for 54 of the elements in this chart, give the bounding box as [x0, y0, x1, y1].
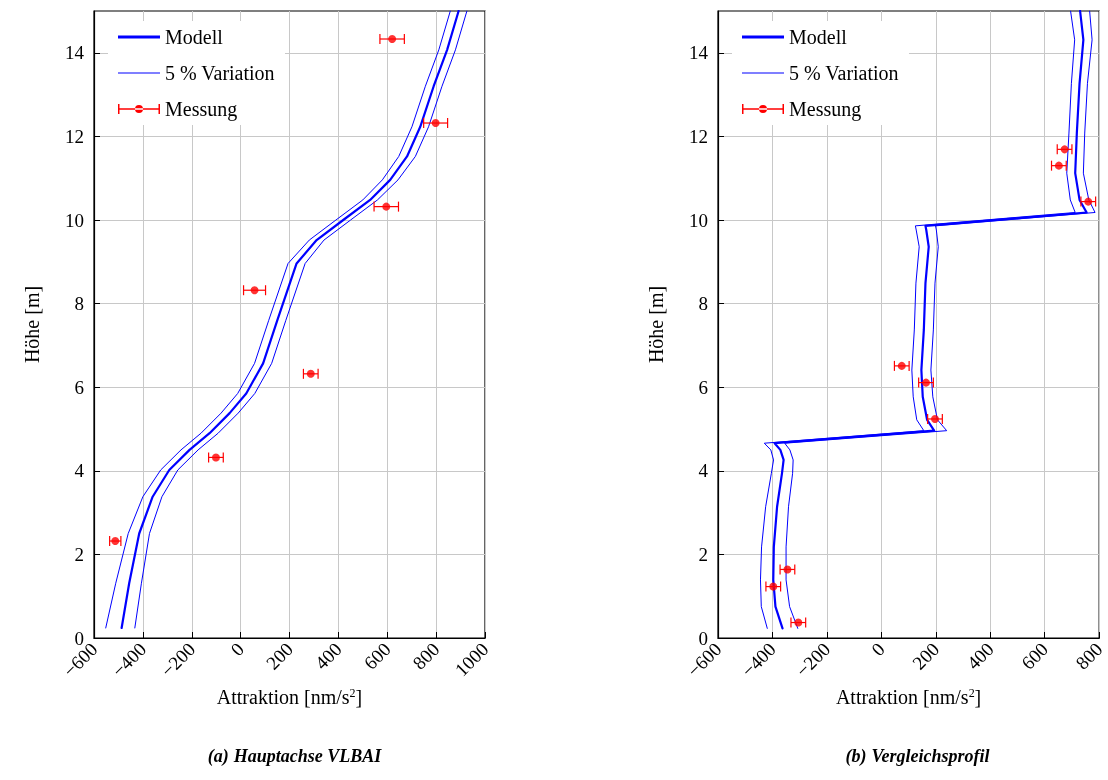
y-tick-label: 4: [74, 460, 85, 482]
x-tick-label: 800: [408, 638, 444, 674]
legend-label: 5 % Variation: [165, 62, 275, 84]
y-tick-label: 10: [65, 209, 84, 231]
point: [769, 582, 778, 591]
point: [211, 453, 220, 462]
x-tick-label: 200: [261, 638, 297, 674]
y-tick-label: 2: [74, 543, 84, 565]
legend-label: Modell: [165, 26, 224, 48]
x-tick-label: −200: [156, 638, 200, 682]
point: [1084, 197, 1093, 206]
x-tick-label: −400: [107, 638, 151, 682]
x-tick-label: 600: [359, 638, 395, 674]
y-tick-label: 6: [698, 376, 708, 398]
point: [922, 378, 931, 387]
legend-label: Modell: [789, 26, 848, 48]
point: [250, 286, 259, 295]
x-tick-label: 400: [962, 638, 998, 674]
text: (b) Vergleichsprofil: [845, 746, 990, 767]
legend-label: Messung: [165, 98, 238, 121]
point: [382, 202, 391, 211]
text: (a) Hauptachse VLBAI: [207, 746, 383, 767]
legend-label: 5 % Variation: [789, 62, 899, 84]
x-tick-label: 800: [1071, 638, 1107, 674]
x-tick-label: 200: [908, 638, 944, 674]
point: [931, 414, 939, 423]
y-tick-label: 12: [689, 125, 708, 147]
point: [1054, 161, 1063, 170]
point: [897, 361, 906, 370]
x-tick-label: 0: [226, 638, 249, 661]
y-tick-label: 6: [74, 376, 84, 398]
point: [794, 618, 803, 627]
point: [306, 369, 315, 378]
y-tick-label: 4: [698, 460, 709, 482]
y-tick-label: 8: [698, 293, 708, 315]
y-tick-label: 14: [65, 42, 85, 64]
x-tick-label: 0: [867, 638, 889, 661]
x-tick-label: −200: [791, 638, 835, 682]
x-tick-label: −400: [737, 638, 780, 682]
x-tick-label: 1000: [450, 638, 493, 681]
legend-label: Messung: [789, 98, 862, 121]
point: [431, 119, 440, 128]
y-tick-label: 2: [698, 543, 708, 565]
x-tick-label: 400: [310, 638, 346, 674]
x-tick-label: 600: [1017, 638, 1053, 674]
y-tick-label: 10: [689, 209, 708, 231]
y-tick-label: 14: [689, 42, 709, 64]
y-tick-label: 8: [74, 293, 84, 315]
point: [1060, 145, 1069, 154]
point: [783, 565, 792, 574]
y-tick-label: 12: [65, 125, 84, 147]
point: [388, 35, 397, 43]
y-axis-title: Höhe [m]: [645, 285, 667, 364]
y-axis-title: Höhe [m]: [21, 285, 43, 364]
